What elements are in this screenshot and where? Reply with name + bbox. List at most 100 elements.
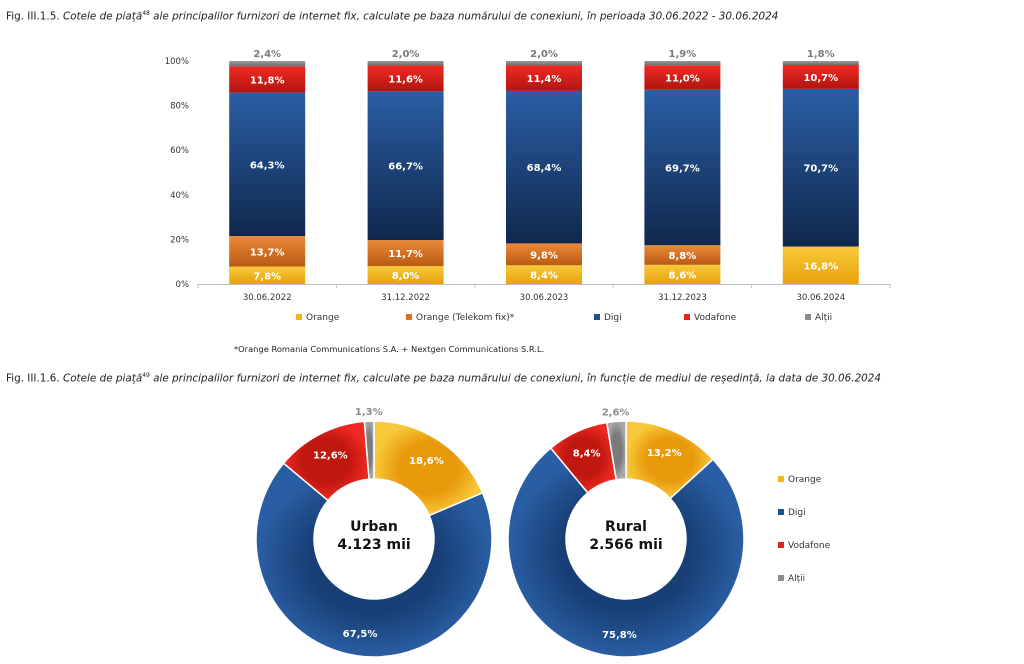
caption-1-title-a: Cotele de piață	[62, 10, 143, 23]
legend-swatch-vodafone	[684, 314, 690, 320]
legend-swatch-digi	[778, 509, 784, 515]
bar-segment-orange	[644, 264, 721, 284]
data-label-orange: 8,4%	[530, 271, 558, 282]
bar-segment-vodafone	[229, 66, 306, 93]
donut-center-title: Rural	[605, 519, 647, 535]
donut-center-title: Urban	[350, 519, 398, 535]
footnote: *Orange Romania Communications S.A. + Ne…	[234, 344, 545, 354]
donut-center-value: 2.566 mii	[589, 537, 662, 553]
bar-segment-orange	[229, 266, 306, 284]
bar-segment-digi	[506, 90, 582, 244]
legend-label-al-ii: Alții	[788, 574, 805, 584]
data-label-al-ii: 2,0%	[392, 49, 420, 60]
bar-segment-vodafone	[644, 65, 721, 90]
data-label-vodafone: 10,7%	[803, 73, 838, 84]
bar-segment-digi	[644, 89, 721, 246]
bar-segment-al-ii	[644, 61, 721, 66]
legend-swatch-orange	[778, 476, 784, 482]
bar-segment-orange-telekom-fix	[229, 236, 306, 267]
data-label-orange-telekom-fix: 11,7%	[388, 249, 423, 260]
slice-label-al-ii: 2,6%	[602, 407, 630, 418]
data-label-orange: 16,8%	[803, 261, 838, 272]
donut-slice-digi	[255, 462, 493, 658]
x-tick-label: 31.12.2023	[658, 293, 707, 303]
x-tick-label: 30.06.2024	[796, 293, 845, 303]
data-label-al-ii: 2,0%	[530, 49, 558, 60]
bar-segment-digi	[229, 92, 306, 237]
data-label-al-ii: 1,9%	[669, 49, 697, 60]
bar-segment-vodafone	[367, 65, 444, 92]
legend-swatch-digi	[594, 314, 600, 320]
bar-segment-vodafone	[506, 65, 582, 91]
legend-label-orange: Orange	[788, 475, 822, 485]
legend-label-al-ii: Alții	[815, 313, 832, 323]
data-label-orange-telekom-fix: 9,8%	[530, 250, 558, 261]
legend-label-vodafone: Vodafone	[788, 541, 831, 551]
bar-segment-orange	[782, 246, 859, 284]
bar-segment-al-ii	[367, 61, 444, 66]
y-tick-label: 80%	[170, 102, 189, 112]
x-tick-label: 30.06.2022	[243, 293, 292, 303]
legend-label-orange-telekom-fix: Orange (Telekom fix)*	[416, 313, 515, 323]
y-tick-label: 0%	[176, 280, 190, 290]
bar-segment-orange-telekom-fix	[644, 245, 721, 265]
legend-label-digi: Digi	[788, 508, 806, 518]
data-label-orange: 8,6%	[669, 270, 697, 281]
bar-segment-al-ii	[782, 61, 859, 66]
bar-segment-digi	[367, 91, 444, 241]
x-tick-label: 31.12.2022	[381, 293, 430, 303]
caption-1-footnote-ref: 48	[142, 10, 150, 17]
data-label-digi: 68,4%	[527, 163, 562, 174]
data-label-digi: 66,7%	[388, 162, 423, 173]
slice-label-digi: 67,5%	[343, 629, 378, 640]
bar-segment-digi	[782, 88, 859, 247]
figure-caption-2: Fig. III.1.6. Cotele de piață49 ale prin…	[6, 372, 881, 384]
bar-segment-vodafone	[782, 65, 859, 89]
data-label-al-ii: 1,8%	[807, 49, 835, 60]
bar-segment-orange-telekom-fix	[506, 243, 582, 266]
legend-swatch-al-ii	[805, 314, 811, 320]
y-tick-label: 60%	[170, 146, 189, 156]
caption-2-prefix: Fig. III.1.6.	[6, 372, 63, 385]
slice-label-orange: 18,6%	[409, 456, 444, 467]
legend-swatch-al-ii	[778, 575, 784, 581]
bar-segment-orange	[367, 266, 444, 284]
slice-label-vodafone: 12,6%	[313, 451, 348, 462]
x-tick-label: 30.06.2023	[520, 293, 569, 303]
y-tick-label: 20%	[170, 235, 189, 245]
slice-label-digi: 75,8%	[602, 630, 637, 641]
stacked-bar-chart: 0% 20% 40% 60% 80% 100% 30.06.2022 31.12.2022 30…	[165, 49, 891, 323]
y-tick-label: 100%	[165, 57, 189, 67]
data-label-vodafone: 11,4%	[527, 74, 562, 85]
donut-slice-al-ii	[363, 420, 375, 481]
data-label-orange: 8,0%	[392, 271, 420, 282]
legend-label-digi: Digi	[604, 313, 622, 323]
data-label-digi: 69,7%	[665, 163, 700, 174]
caption-1-prefix: Fig. III.1.5.	[6, 10, 63, 23]
donut-slice-digi	[507, 447, 745, 658]
caption-2-footnote-ref: 49	[142, 372, 150, 379]
bar-segment-orange	[506, 265, 582, 284]
bar-segment-orange-telekom-fix	[367, 240, 444, 267]
figure-caption-1: Fig. III.1.5. Cotele de piață48 ale prin…	[6, 10, 778, 22]
data-label-digi: 64,3%	[250, 160, 285, 171]
slice-label-orange: 13,2%	[647, 448, 682, 459]
legend-swatch-orange-telekom-fix	[406, 314, 412, 320]
bar-segment-al-ii	[229, 61, 306, 67]
bar-segment-al-ii	[506, 61, 582, 66]
data-label-orange-telekom-fix: 8,8%	[669, 251, 697, 262]
legend-swatch-orange	[296, 314, 302, 320]
caption-2-title-b: ale principalilor furnizori de internet …	[149, 372, 882, 385]
donut-slice-al-ii	[605, 420, 627, 481]
y-tick-label: 40%	[170, 191, 189, 201]
legend-label-orange: Orange	[306, 313, 340, 323]
data-label-digi: 70,7%	[803, 164, 838, 175]
caption-2-title-a: Cotele de piață	[62, 372, 143, 385]
data-label-vodafone: 11,0%	[665, 74, 700, 85]
data-label-vodafone: 11,8%	[250, 76, 285, 87]
legend-swatch-vodafone	[778, 542, 784, 548]
slice-label-vodafone: 8,4%	[573, 449, 601, 460]
data-label-vodafone: 11,6%	[388, 74, 423, 85]
legend-label-vodafone: Vodafone	[694, 313, 737, 323]
